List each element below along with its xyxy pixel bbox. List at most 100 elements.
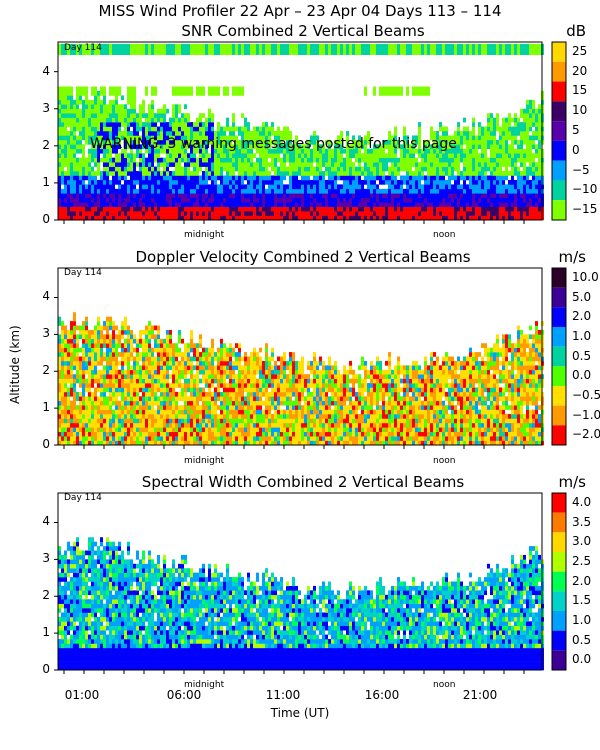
dop-colorbar-label: 2.0 <box>572 309 592 324</box>
dop-colorbar-label: 5.0 <box>572 289 592 304</box>
snr-colorbar-swatch <box>552 160 566 181</box>
wid-colorbar-label: 1.0 <box>572 612 592 627</box>
dop-colorbar-swatch <box>552 287 566 308</box>
dop-colorbar-swatch <box>552 268 566 288</box>
snr-ytick-0: 0 <box>42 212 50 226</box>
dop-colorbar-frame <box>551 267 567 446</box>
xtick-1600: 16:00 <box>364 688 400 702</box>
width-ytick-1: 1 <box>42 625 50 639</box>
xtick-0100: 01:00 <box>64 688 100 702</box>
xtick-0600: 06:00 <box>166 688 202 702</box>
width-unit: m/s <box>558 473 586 491</box>
doppler-panel-title: Doppler Velocity Combined 2 Vertical Bea… <box>135 248 471 266</box>
snr-ytick-2: 2 <box>42 138 50 152</box>
wid-colorbar-label: 4.0 <box>572 494 592 509</box>
dop-colorbar-swatch <box>552 346 566 367</box>
snr-colorbar-label: 5 <box>572 123 580 137</box>
dop-colorbar-label: 1.0 <box>572 328 592 343</box>
dop-colorbar-swatch <box>552 386 566 406</box>
wid-colorbar-swatch <box>552 493 566 513</box>
dop-colorbar-swatch <box>552 425 566 445</box>
doppler-ytick-3: 3 <box>42 326 50 340</box>
wid-colorbar-swatch <box>552 650 566 670</box>
snr-ytick-1: 1 <box>42 175 50 189</box>
wid-colorbar-swatch <box>552 611 566 631</box>
width-ytick-2: 2 <box>42 588 50 602</box>
snr-midnight-label: midnight <box>184 230 225 240</box>
wid-colorbar-label: 2.5 <box>572 553 592 568</box>
snr-colorbar-label: −5 <box>572 162 590 177</box>
snr-ytick-4: 4 <box>42 64 50 78</box>
width-noon-label: noon <box>433 680 456 690</box>
snr-ytick-3: 3 <box>42 101 50 115</box>
wid-colorbar-swatch <box>552 512 566 533</box>
doppler-ytick-4: 4 <box>42 289 50 303</box>
snr-panel-title: SNR Combined 2 Vertical Beams <box>181 22 425 40</box>
wid-colorbar-swatch <box>552 552 566 572</box>
snr-unit: dB <box>566 22 586 40</box>
snr-colorbar-swatch <box>552 61 566 82</box>
wid-heatmap <box>58 537 544 671</box>
warning-message: WARNING: 3 warning messages posted for t… <box>90 136 457 152</box>
doppler-midnight-label: midnight <box>184 456 225 466</box>
dop-colorbar-label: 10.0 <box>572 269 599 284</box>
wid-colorbar-label: 0.0 <box>572 652 592 667</box>
snr-colorbar-swatch <box>552 140 566 161</box>
snr-heatmap <box>58 43 544 221</box>
doppler-unit: m/s <box>558 248 586 266</box>
doppler-day-tag: Day 114 <box>64 268 102 278</box>
snr-colorbar-swatch <box>552 200 566 220</box>
wid-colorbar-label: 1.5 <box>572 593 592 608</box>
dop-colorbar-label: −0.5 <box>572 387 600 402</box>
snr-colorbar-swatch <box>552 180 566 201</box>
wid-colorbar-label: 3.0 <box>572 534 592 549</box>
snr-noon-label: noon <box>433 230 456 240</box>
dop-colorbar-label: 0.0 <box>572 368 592 383</box>
x-axis-label: Time (UT) <box>270 706 330 720</box>
dop-heatmap <box>58 312 544 446</box>
width-panel-title: Spectral Width Combined 2 Vertical Beams <box>141 473 465 491</box>
width-ytick-0: 0 <box>42 662 50 676</box>
doppler-ytick-0: 0 <box>42 437 50 451</box>
snr-colorbar-label: 20 <box>572 63 588 78</box>
wid-colorbar-label: 3.5 <box>572 514 592 529</box>
wid-colorbar-swatch <box>552 532 566 552</box>
snr-colorbar-swatch <box>552 121 566 141</box>
snr-colorbar-label: 0 <box>572 142 580 157</box>
wid-colorbar-swatch <box>552 630 566 651</box>
width-day-tag: Day 114 <box>64 493 102 503</box>
width-midnight-label: midnight <box>184 680 225 690</box>
wid-frame <box>57 492 543 671</box>
snr-day-tag: Day 114 <box>64 43 102 53</box>
wid-colorbar-label: 0.5 <box>572 632 592 647</box>
y-axis-label: Altitude (km) <box>8 325 22 404</box>
wid-colorbar-frame <box>551 492 567 671</box>
dop-colorbar-label: 0.5 <box>572 348 592 363</box>
doppler-ytick-2: 2 <box>42 363 50 377</box>
snr-colorbar-frame <box>551 41 567 221</box>
dop-frame <box>57 267 543 446</box>
dop-colorbar-label: −2.0 <box>572 427 600 442</box>
snr-colorbar-swatch <box>552 42 566 62</box>
snr-colorbar-label: 25 <box>572 43 588 58</box>
figure-title: MISS Wind Profiler 22 Apr – 23 Apr 04 Da… <box>98 2 502 20</box>
doppler-ytick-1: 1 <box>42 400 50 414</box>
snr-colorbar-label: −15 <box>572 202 598 217</box>
dop-colorbar-swatch <box>552 307 566 327</box>
snr-colorbar-swatch <box>552 81 566 102</box>
width-ytick-3: 3 <box>42 551 50 565</box>
wid-colorbar-swatch <box>552 571 566 592</box>
snr-colorbar-swatch <box>552 101 566 122</box>
doppler-noon-label: noon <box>433 456 456 466</box>
dop-colorbar-label: −1.0 <box>572 407 600 422</box>
wid-colorbar-label: 2.0 <box>572 573 592 588</box>
dop-colorbar-swatch <box>552 327 566 347</box>
width-ytick-4: 4 <box>42 514 50 528</box>
wid-colorbar-swatch <box>552 591 566 611</box>
dop-colorbar-swatch <box>552 405 566 426</box>
snr-colorbar-label: 10 <box>572 103 588 118</box>
xtick-2100: 21:00 <box>462 688 498 702</box>
xtick-1100: 11:00 <box>265 688 301 702</box>
dop-colorbar-swatch <box>552 366 566 386</box>
